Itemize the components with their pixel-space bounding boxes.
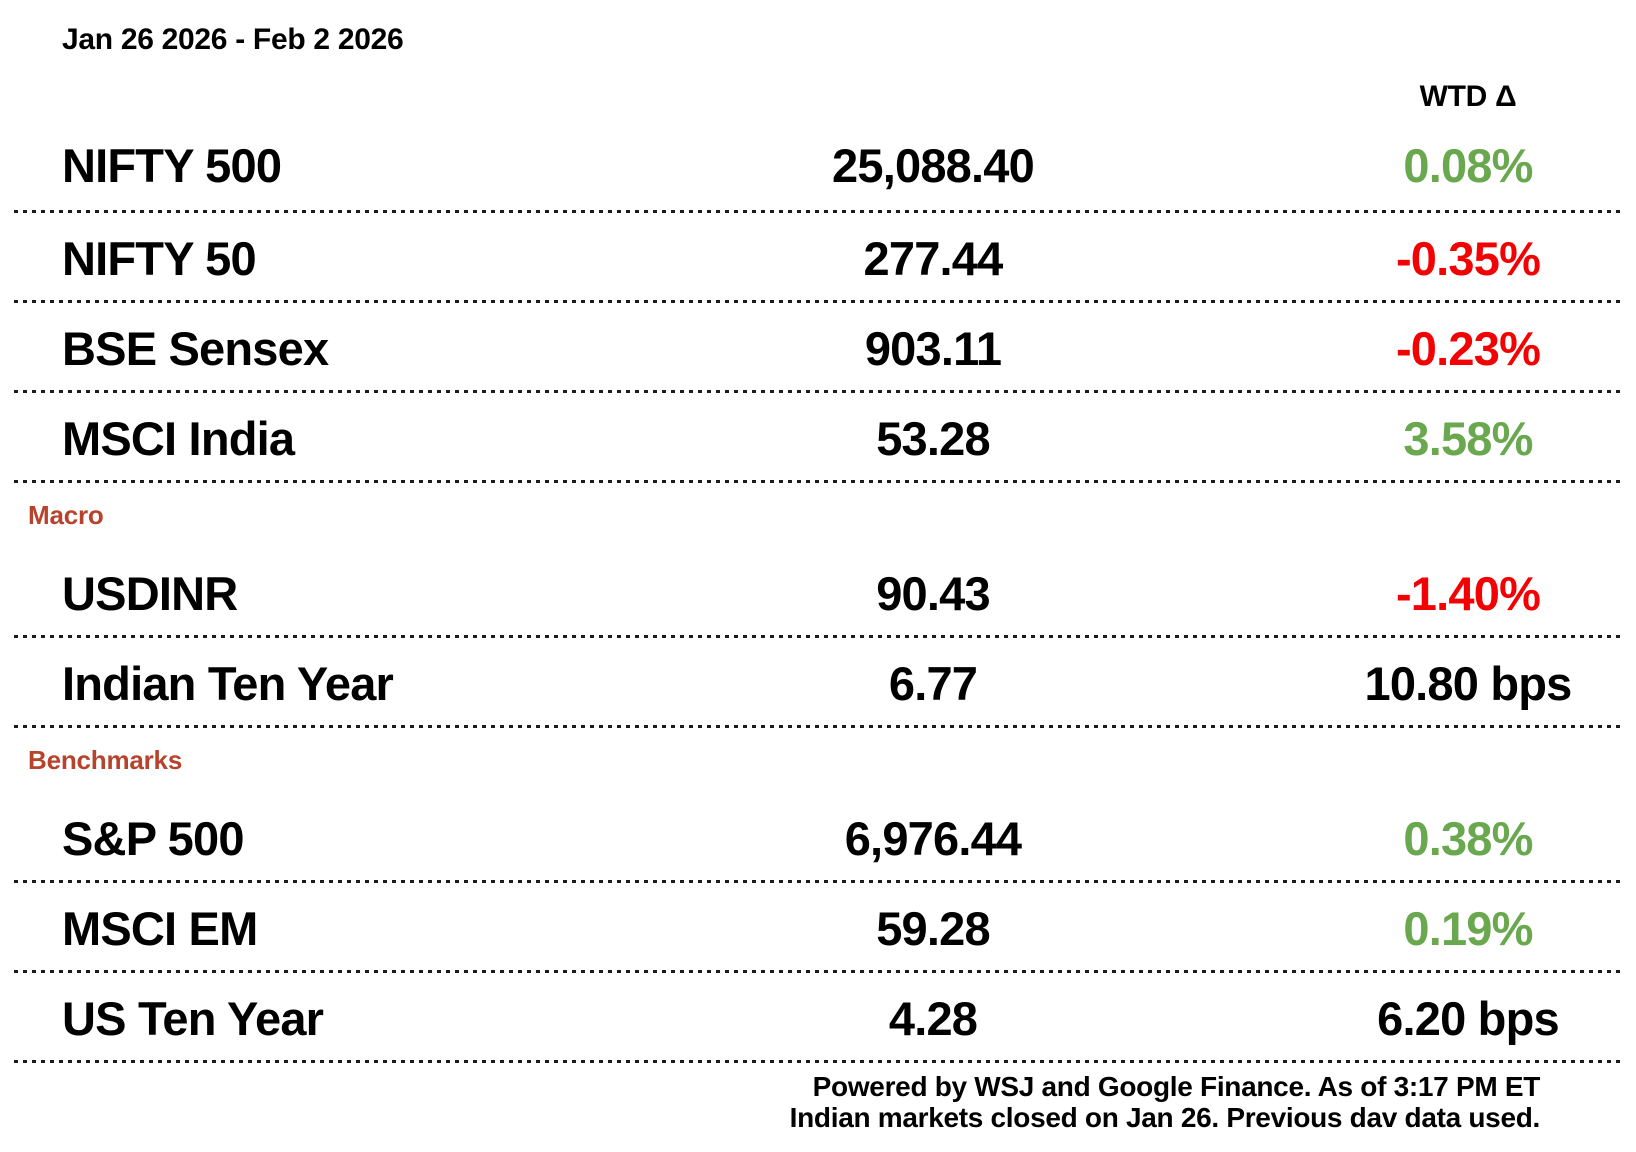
instrument-name: MSCI EM (62, 901, 258, 955)
table-row: NIFTY 50 277.44 -0.35% (14, 213, 1622, 303)
instrument-name: NIFTY 50 (62, 231, 257, 285)
instrument-value: 4.28 (888, 991, 978, 1045)
section-header-row: Macro (14, 483, 1622, 548)
instrument-value: 53.28 (876, 411, 990, 465)
instrument-wtd-delta: 0.08% (1403, 139, 1533, 192)
instrument-wtd-delta: -1.40% (1395, 566, 1541, 620)
instrument-name: MSCI India (62, 411, 295, 465)
instrument-wtd-delta: 0.38% (1403, 811, 1533, 865)
instrument-name: USDINR (62, 566, 238, 620)
instrument-value: 59.28 (876, 901, 990, 955)
instrument-wtd-delta: 6.20 bps (1377, 991, 1560, 1045)
section-label-benchmarks: Benchmarks (28, 745, 183, 775)
column-header-row: WTD Δ (14, 58, 1622, 118)
instrument-value: 903.11 (864, 321, 1002, 375)
instrument-value: 277.44 (863, 231, 1004, 285)
instrument-value: 25,088.40 (832, 139, 1035, 192)
section-header-row: Benchmarks (14, 728, 1622, 793)
instrument-wtd-delta: -0.23% (1395, 321, 1541, 375)
instrument-name: S&P 500 (62, 811, 244, 865)
table-row: Indian Ten Year 6.77 10.80 bps (14, 638, 1622, 728)
instrument-wtd-delta: -0.35% (1395, 231, 1541, 285)
wtd-delta-column-header: WTD Δ (1419, 80, 1517, 113)
footer-line-2: Indian markets closed on Jan 26. Previou… (789, 1102, 1541, 1133)
table-row: MSCI EM 59.28 0.19% (14, 883, 1622, 973)
table-row: BSE Sensex 903.11 -0.23% (14, 303, 1622, 393)
table-row: US Ten Year 4.28 6.20 bps (14, 973, 1622, 1063)
instrument-wtd-delta: 0.19% (1403, 901, 1533, 955)
instrument-name: BSE Sensex (62, 321, 329, 375)
instrument-value: 6,976.44 (844, 811, 1022, 865)
table-row: S&P 500 6,976.44 0.38% (14, 793, 1622, 883)
section-label-macro: Macro (28, 500, 104, 530)
attribution-footer: Powered by WSJ and Google Finance. As of… (14, 1063, 1622, 1133)
table-row: USDINR 90.43 -1.40% (14, 548, 1622, 638)
instrument-value: 6.77 (888, 656, 978, 710)
date-range-title: Jan 26 2026 - Feb 2 2026 (62, 23, 404, 56)
instrument-value: 90.43 (876, 566, 990, 620)
instrument-name: NIFTY 500 (62, 139, 282, 192)
instrument-wtd-delta: 10.80 bps (1364, 656, 1572, 710)
footer-line-1: Powered by WSJ and Google Finance. As of… (812, 1071, 1541, 1102)
table-row: NIFTY 500 25,088.40 0.08% (14, 118, 1622, 213)
instrument-wtd-delta: 3.58% (1403, 411, 1533, 465)
instrument-name: Indian Ten Year (62, 656, 394, 710)
instrument-name: US Ten Year (62, 991, 324, 1045)
table-row: MSCI India 53.28 3.58% (14, 393, 1622, 483)
